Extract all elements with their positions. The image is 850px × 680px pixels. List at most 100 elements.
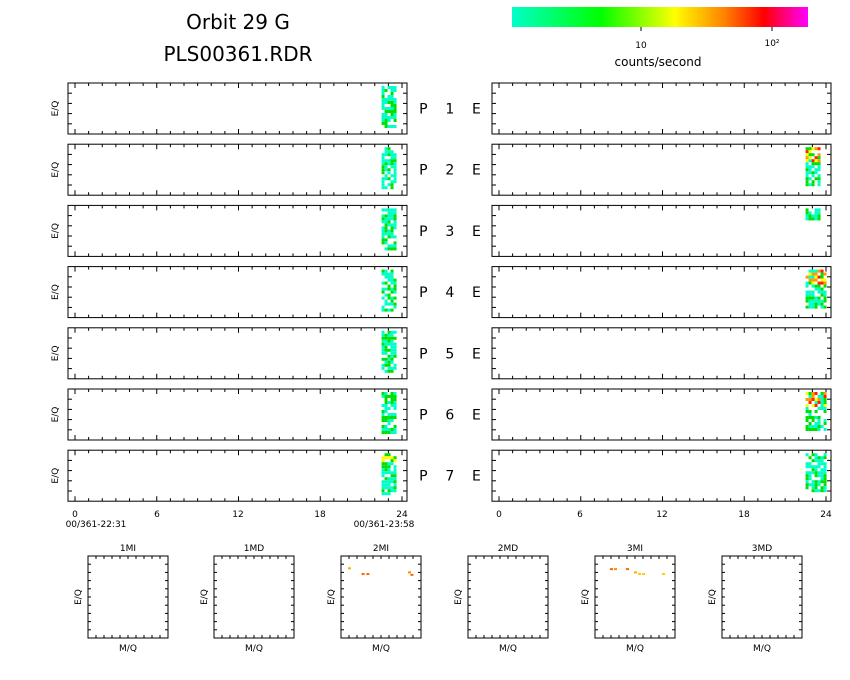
heatmap-cell bbox=[387, 214, 391, 218]
heatmap-cell bbox=[384, 119, 388, 122]
heatmap-cell bbox=[805, 410, 809, 413]
heatmap-cell bbox=[393, 174, 397, 178]
heatmap-cell bbox=[384, 480, 388, 484]
heatmap-cell bbox=[805, 284, 809, 288]
heatmap-cell bbox=[817, 269, 821, 273]
heatmap-cell bbox=[808, 416, 812, 419]
row-label: P 4 E bbox=[419, 285, 481, 301]
heatmap-cell bbox=[384, 453, 388, 457]
heatmap-cell bbox=[387, 348, 391, 352]
heatmap-cell bbox=[817, 474, 821, 478]
x-tick-label-0: 0 bbox=[72, 510, 78, 520]
heatmap-cell bbox=[390, 217, 394, 221]
heatmap-cell bbox=[387, 223, 391, 227]
row-label: P 5 E bbox=[419, 346, 481, 362]
heatmap-cell bbox=[384, 275, 388, 279]
heatmap-cell bbox=[381, 339, 385, 343]
y-axis-label: E/Q bbox=[51, 468, 61, 484]
heatmap-cell bbox=[390, 471, 394, 475]
heatmap-cell bbox=[384, 116, 388, 119]
heatmap-cell bbox=[808, 401, 812, 404]
heatmap-cell bbox=[823, 404, 827, 407]
heatmap-cell bbox=[805, 180, 809, 184]
heatmap-cell bbox=[814, 278, 818, 282]
heatmap-cell bbox=[381, 156, 385, 160]
heatmap-cell bbox=[393, 416, 397, 419]
heatmap-cell bbox=[823, 290, 827, 294]
heatmap-cell bbox=[381, 217, 385, 221]
x-tick-label-12: 12 bbox=[232, 510, 243, 520]
heatmap-cell bbox=[820, 425, 824, 428]
colorbar-tick-label-100: 10² bbox=[764, 39, 779, 49]
heatmap-cell bbox=[823, 392, 827, 395]
heatmap-cell bbox=[811, 416, 815, 419]
heatmap-cell bbox=[393, 171, 397, 175]
heatmap-cell bbox=[817, 459, 821, 463]
heatmap-cell bbox=[808, 477, 812, 481]
heatmap-cell bbox=[811, 459, 815, 463]
heatmap-cell bbox=[811, 305, 815, 309]
heatmap-cell bbox=[820, 468, 824, 472]
heatmap-cell bbox=[820, 275, 824, 279]
heatmap-cell bbox=[381, 107, 385, 110]
heatmap-cell bbox=[393, 247, 397, 251]
heatmap-cell bbox=[808, 483, 812, 487]
heatmap-cell bbox=[387, 287, 391, 291]
heatmap-cell bbox=[393, 483, 397, 487]
heatmap-cell bbox=[384, 269, 388, 273]
heatmap-cell bbox=[384, 229, 388, 233]
heatmap-cell bbox=[390, 308, 394, 312]
x-tick-label-18-right: 18 bbox=[738, 510, 750, 520]
heatmap-cell bbox=[393, 345, 397, 349]
heatmap-cell bbox=[387, 86, 391, 89]
heatmap-cell bbox=[384, 113, 388, 116]
heatmap-cell bbox=[381, 162, 385, 166]
heatmap-cell bbox=[814, 453, 818, 457]
heatmap-cell bbox=[811, 165, 815, 169]
mq-panel-2md: 2MD M/Q E/Q bbox=[454, 544, 549, 654]
heatmap-cell bbox=[387, 183, 391, 187]
heatmap-cell bbox=[820, 305, 824, 309]
heatmap-cell bbox=[817, 462, 821, 466]
heatmap-cell bbox=[817, 489, 821, 493]
heatmap-cell bbox=[390, 186, 394, 190]
heatmap-cell bbox=[384, 308, 388, 312]
heatmap-cell bbox=[387, 462, 391, 466]
heatmap-cell bbox=[814, 147, 818, 151]
heatmap-cell bbox=[820, 474, 824, 478]
heatmap-cell bbox=[390, 302, 394, 306]
heatmap-cell bbox=[811, 398, 815, 401]
heatmap-cell bbox=[814, 459, 818, 463]
heatmap-cell bbox=[384, 392, 388, 395]
heatmap-cell bbox=[390, 398, 394, 401]
heatmap-cell bbox=[390, 462, 394, 466]
mq-ylabel: E/Q bbox=[200, 589, 210, 605]
heatmap-cell bbox=[390, 101, 394, 104]
heatmap-cell bbox=[811, 214, 815, 218]
heatmap-cell bbox=[823, 465, 827, 469]
heatmap-cell bbox=[384, 471, 388, 475]
heatmap-cell bbox=[814, 410, 818, 413]
heatmap-cell bbox=[814, 401, 818, 404]
heatmap-cell bbox=[390, 116, 394, 119]
heatmap-cell bbox=[381, 410, 385, 413]
heatmap-cell bbox=[808, 293, 812, 297]
heatmap-cell bbox=[805, 398, 809, 401]
heatmap-cell bbox=[814, 404, 818, 407]
mq-ylabel: E/Q bbox=[581, 589, 591, 605]
x-tick-label-6: 6 bbox=[154, 510, 160, 520]
heatmap-cell bbox=[805, 305, 809, 309]
heatmap-cell bbox=[381, 345, 385, 349]
heatmap-cell bbox=[387, 416, 391, 419]
heatmap-cell bbox=[817, 407, 821, 410]
heatmap-cell bbox=[393, 480, 397, 484]
spectrogram-panel-e bbox=[491, 82, 832, 135]
heatmap-cell bbox=[381, 89, 385, 92]
heatmap-cell bbox=[805, 174, 809, 178]
heatmap-cell bbox=[393, 162, 397, 166]
heatmap-cell bbox=[381, 416, 385, 419]
heatmap-cell bbox=[823, 296, 827, 300]
heatmap-cell bbox=[393, 220, 397, 224]
panel-frame bbox=[491, 82, 832, 135]
heatmap-cell bbox=[384, 122, 388, 125]
